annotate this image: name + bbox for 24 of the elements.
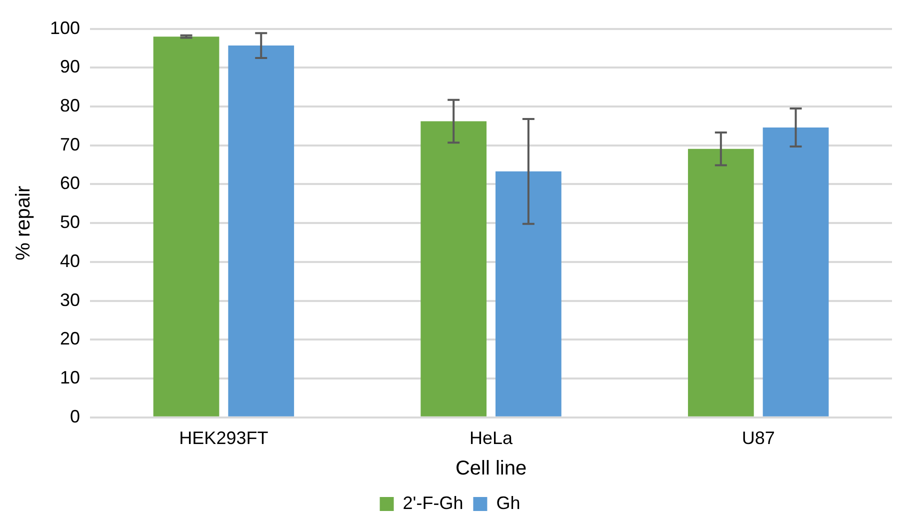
bar [688, 148, 754, 416]
y-tick-label: 20 [60, 328, 80, 349]
x-axis-title: Cell line [455, 458, 527, 480]
y-tick-label: 70 [60, 134, 80, 154]
x-tick-label: U87 [742, 428, 775, 448]
y-tick-label: 80 [60, 95, 80, 116]
y-tick-label: 40 [60, 250, 80, 271]
y-axis-title: % repair [12, 186, 35, 260]
y-tick-label: 0 [70, 406, 80, 426]
bar [420, 121, 487, 416]
y-tick-label: 60 [60, 173, 80, 194]
y-tick-label: 100 [50, 18, 80, 38]
y-tick-label: 30 [60, 290, 80, 310]
y-tick-label: 10 [60, 368, 80, 388]
legend-label: 2'-F-Gh [402, 492, 464, 513]
x-tick-label: HeLa [470, 428, 514, 448]
legend-label: Gh [496, 492, 520, 513]
y-tick-label: 50 [60, 212, 80, 232]
x-tick-label: HEK293FT [179, 428, 268, 448]
bar [762, 128, 829, 416]
bar [228, 46, 294, 416]
bar [496, 171, 562, 416]
bar [153, 36, 220, 416]
y-tick-label: 90 [60, 56, 80, 77]
